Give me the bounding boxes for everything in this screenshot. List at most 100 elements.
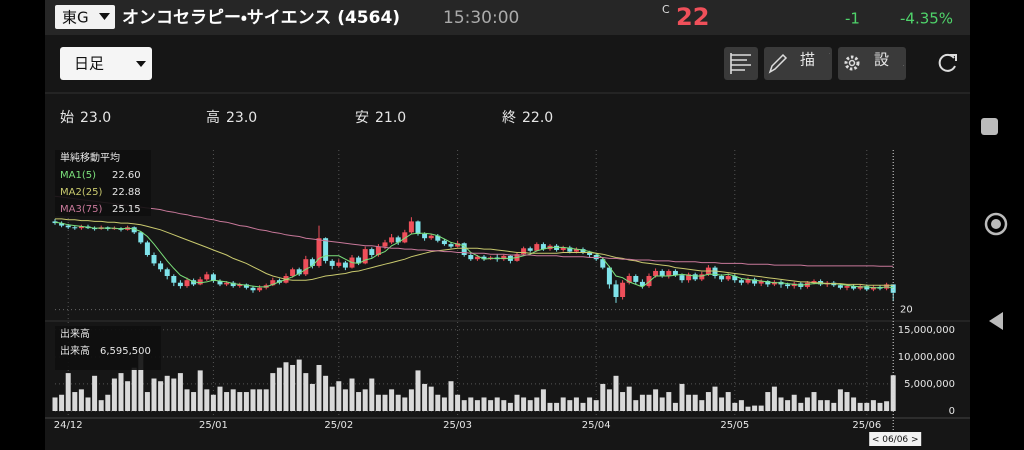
candle-body	[758, 281, 764, 284]
volume-bar	[52, 397, 58, 411]
volume-bar	[507, 402, 513, 411]
candle-body	[59, 223, 65, 226]
candle-body	[197, 279, 203, 285]
volume-bar	[131, 367, 137, 411]
volume-bar	[811, 392, 817, 411]
volume-bar	[494, 397, 500, 411]
volume-bar	[329, 386, 335, 411]
candle-body	[679, 275, 685, 281]
volume-bar	[184, 389, 190, 411]
candle-body	[567, 247, 573, 252]
volume-bar	[659, 397, 665, 411]
change: -1	[845, 10, 860, 28]
candle-body	[785, 284, 791, 287]
candle-body	[290, 269, 296, 276]
nav-recent[interactable]	[981, 118, 998, 135]
nav-back[interactable]	[989, 312, 1003, 330]
volume-bar	[771, 386, 777, 411]
candle-body	[837, 285, 843, 288]
settings-label: 設定	[874, 51, 932, 69]
candle-body	[613, 284, 619, 297]
volume-bar	[837, 389, 843, 411]
volume-bar	[230, 389, 236, 411]
draw-icon	[768, 53, 788, 74]
market-select[interactable]	[55, 5, 115, 29]
volume-bar	[78, 389, 84, 411]
candle-body	[468, 255, 474, 260]
volume-bar	[573, 397, 579, 411]
volume-bar	[468, 397, 474, 411]
candle-body	[184, 280, 190, 287]
volume-bar	[336, 381, 342, 411]
candle-body	[336, 262, 342, 266]
volume-bar	[580, 402, 586, 411]
volume-bar	[666, 392, 672, 411]
x-tick-label: 25/05	[720, 420, 749, 431]
volume-bar	[540, 389, 546, 411]
candle-body	[144, 242, 150, 255]
candle-body	[600, 259, 606, 268]
volume-bar	[323, 375, 329, 411]
candle-body	[844, 286, 850, 288]
header-bar	[45, 0, 970, 35]
volume-bar	[276, 367, 282, 411]
candle-body	[78, 226, 84, 229]
volume-bar	[422, 383, 428, 411]
volume-bar	[375, 394, 381, 411]
volume-bar	[824, 400, 830, 411]
time: 15:30:00	[443, 8, 519, 28]
volume-bar	[527, 400, 533, 411]
ma-line	[54, 195, 894, 267]
volume-bar	[613, 375, 619, 411]
volume-bar	[92, 375, 98, 411]
candle-body	[402, 232, 408, 243]
volume-bar	[164, 375, 170, 411]
candle-body	[158, 263, 164, 270]
draw-label: 描画	[800, 51, 858, 69]
volume-bar	[758, 405, 764, 411]
volume-bar	[804, 397, 810, 411]
x-tick-label: 25/04	[582, 420, 611, 431]
legend-name: MA1(5)	[60, 170, 96, 181]
candle-body	[171, 276, 177, 283]
period-select[interactable]	[60, 47, 152, 80]
indicator-button[interactable]	[724, 47, 758, 80]
ohlc-label: 終	[502, 110, 516, 126]
candle-body	[342, 262, 348, 268]
candle-body	[369, 249, 375, 255]
refresh-icon[interactable]	[938, 53, 956, 72]
nav-home-dot	[991, 219, 1001, 229]
cursor-label: < 06/06 >	[872, 435, 919, 445]
volume-bar	[725, 392, 731, 411]
plot: 24/12 25/01 25/02 25/03 25/04 25/05 25/06 20 0 5,…	[52, 150, 955, 446]
candle-body	[851, 286, 857, 289]
settings-button[interactable]	[838, 47, 906, 80]
candle-body	[606, 267, 612, 285]
nav-home[interactable]	[984, 212, 1008, 236]
draw-button[interactable]	[764, 47, 832, 80]
candle-body	[210, 274, 216, 282]
candle-body	[521, 248, 527, 255]
legend-value: 6,595,500	[100, 346, 151, 357]
ohlc-value: 23.0	[226, 110, 257, 126]
volume-bar	[646, 394, 652, 411]
legend-value: 22.60	[112, 170, 141, 181]
candle-body	[620, 282, 626, 297]
volume-bar	[732, 402, 738, 411]
candle-body	[633, 276, 639, 282]
volume-bar	[547, 402, 553, 411]
legend-box	[55, 326, 161, 370]
volume-bar	[818, 400, 824, 411]
indicator-icon	[730, 53, 751, 74]
candle-body	[428, 235, 434, 239]
candle-body	[395, 237, 401, 243]
candle-body	[138, 232, 144, 243]
candle-body	[738, 280, 744, 283]
volume-bar	[224, 392, 230, 411]
x-tick-label: 25/06	[852, 420, 881, 431]
candle-body	[752, 279, 758, 284]
volume-bar	[567, 400, 573, 411]
volume-bar	[316, 364, 322, 411]
volume-bar	[210, 394, 216, 411]
